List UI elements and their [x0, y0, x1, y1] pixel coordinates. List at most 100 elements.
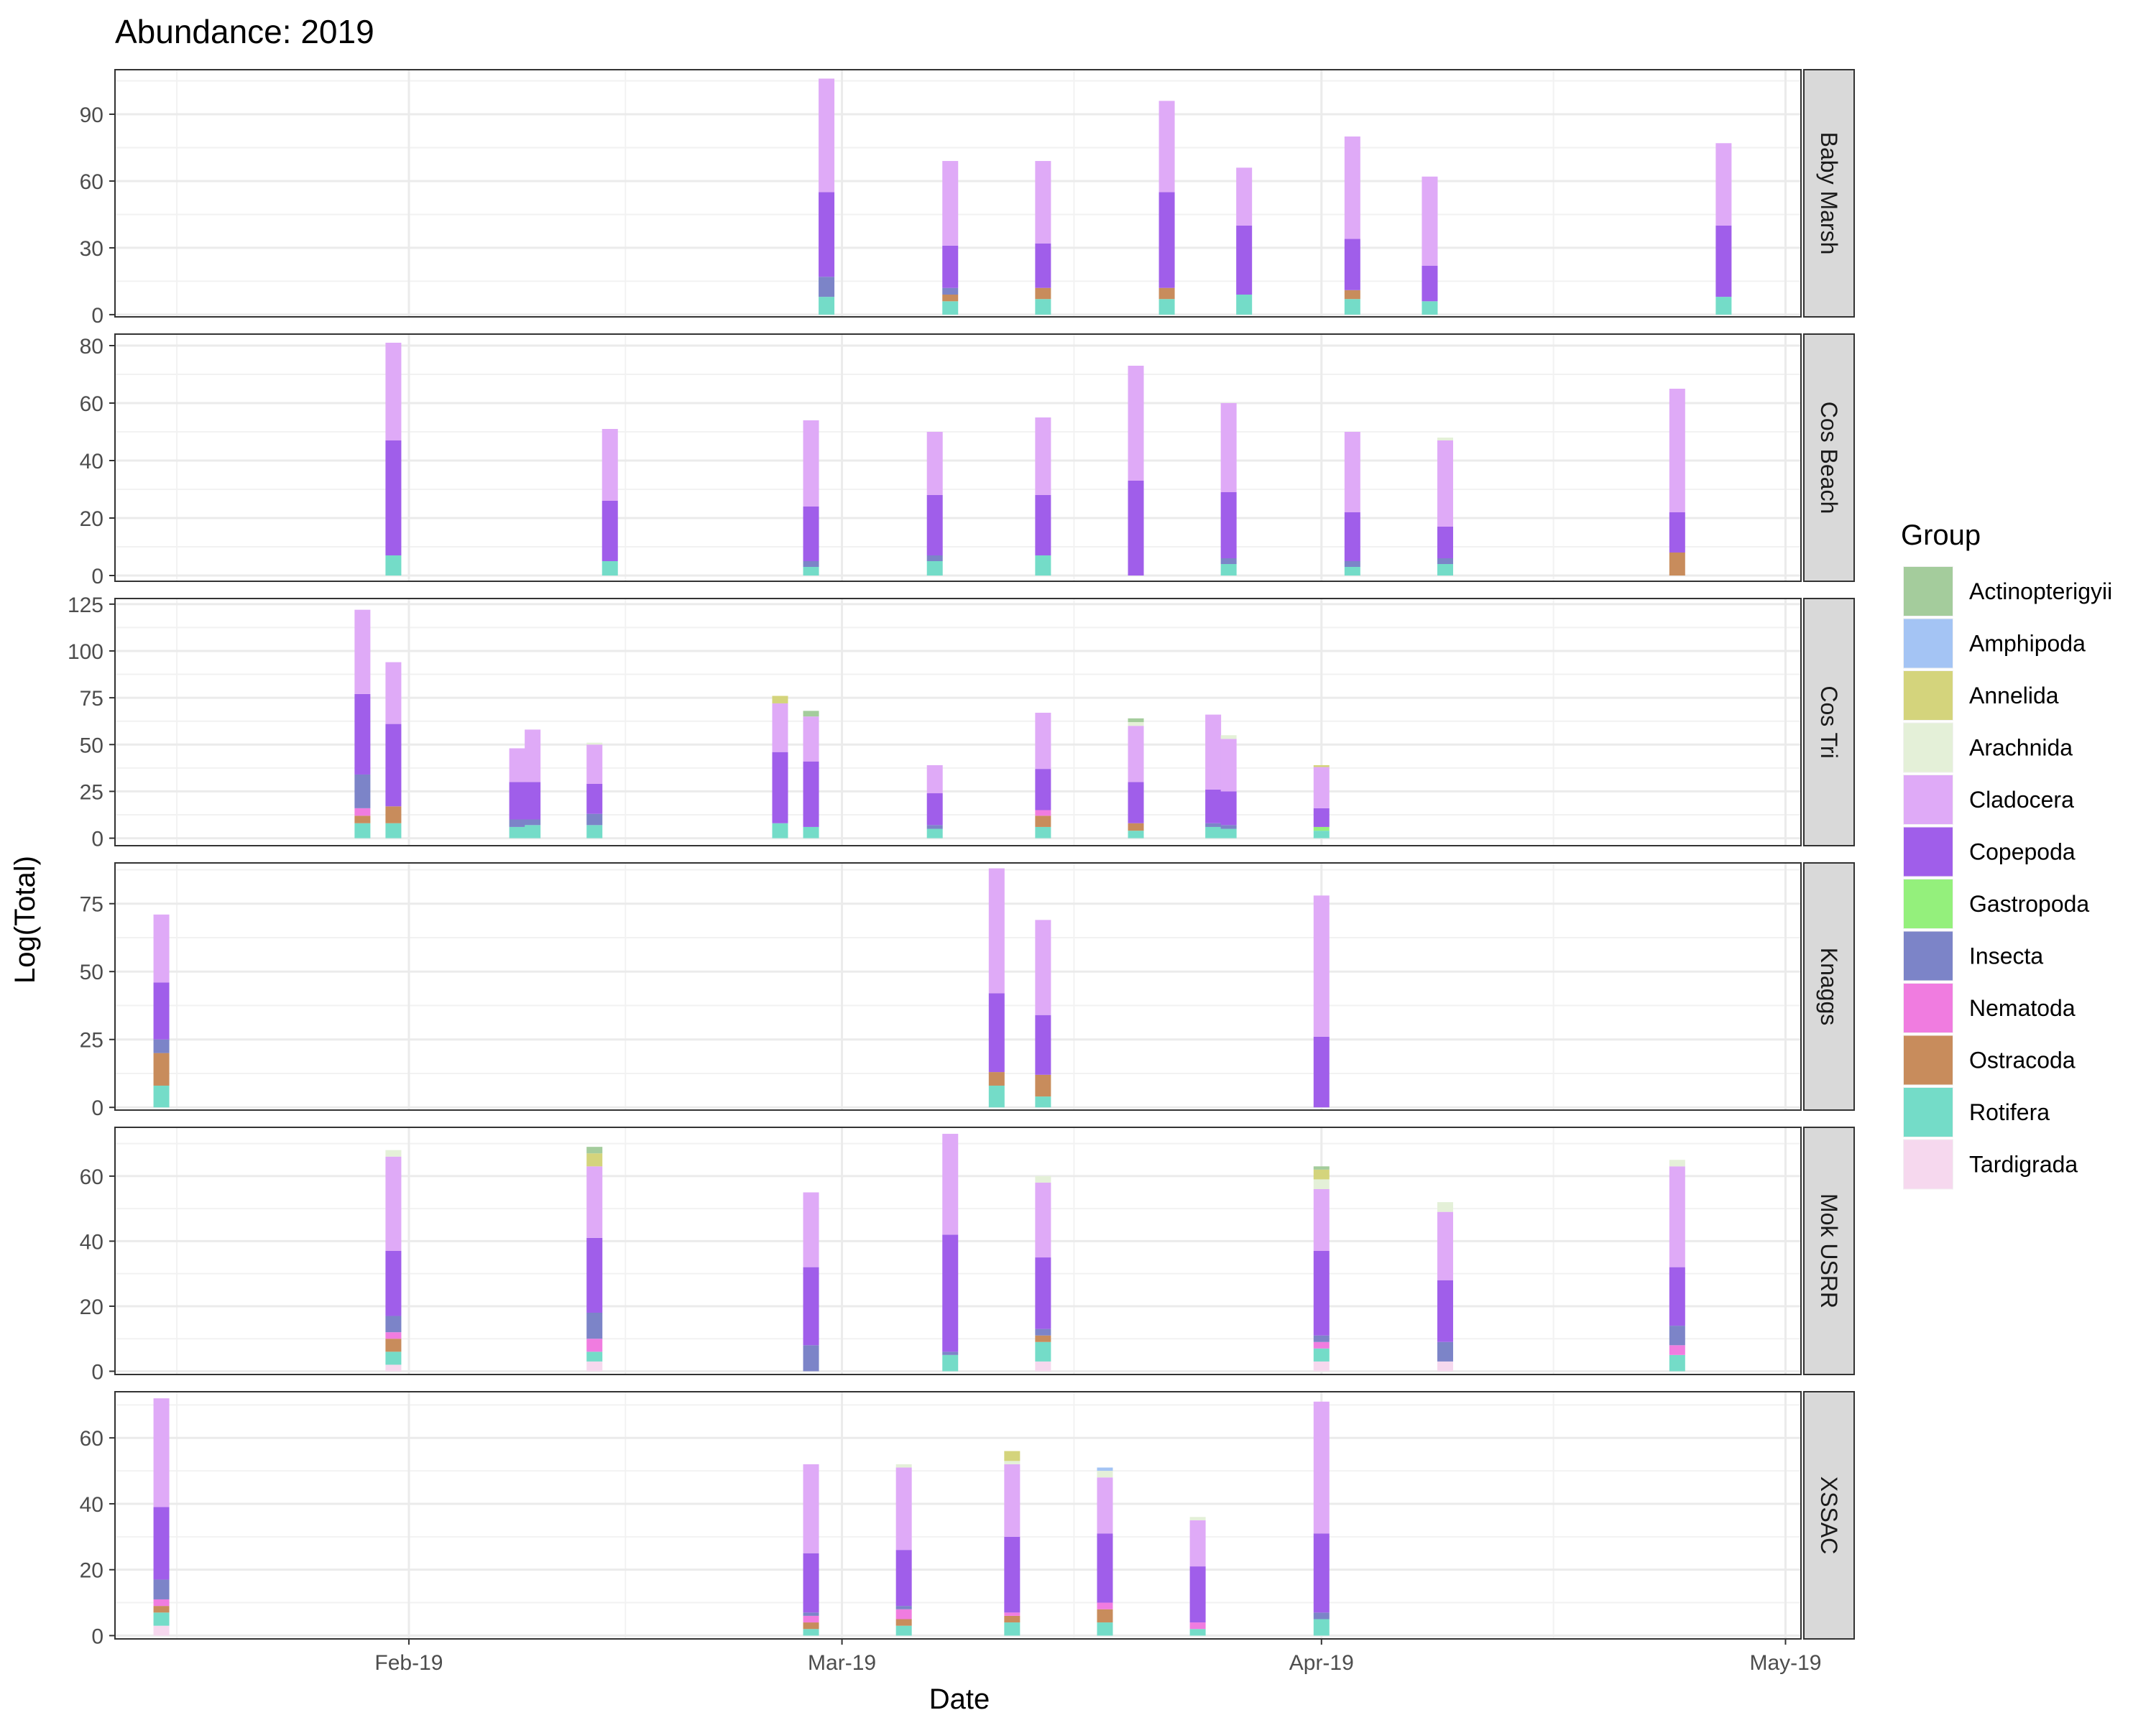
bar-segment-arachnida	[1437, 438, 1453, 440]
legend-item-cladocera: Cladocera	[1903, 775, 2074, 825]
y-tick-label: 100	[68, 640, 103, 664]
x-tick-label: Mar-19	[808, 1651, 876, 1675]
bar-segment-rotifera	[1004, 1622, 1021, 1636]
bar-segment-cladocera	[1128, 366, 1144, 481]
bar-segment-cladocera	[354, 609, 371, 694]
bar-segment-rotifera	[1715, 297, 1732, 315]
bar-segment-insecta	[586, 813, 603, 826]
bar-segment-ostracoda	[803, 1622, 819, 1630]
bar-segment-cladocera	[1344, 432, 1360, 512]
panel-border	[114, 598, 1802, 846]
bar-segment-insecta	[819, 277, 835, 297]
bar-segment-copepoda	[803, 507, 819, 561]
bar-segment-cladocera	[1128, 726, 1144, 782]
bar-segment-rotifera	[926, 561, 943, 576]
panel-border	[114, 1391, 1802, 1640]
facet-strip-label: Cos Tri	[1816, 685, 1842, 758]
bar-segment-rotifera	[942, 1354, 959, 1372]
bar-segment-arachnida	[1004, 1461, 1021, 1464]
facet-strip	[1803, 862, 1855, 1111]
bar-segment-insecta	[525, 819, 541, 826]
y-tick-label: 40	[80, 450, 103, 473]
bar-segment-rotifera	[385, 555, 402, 576]
bar-segment-insecta	[1220, 558, 1237, 564]
bar-segment-insecta	[354, 774, 371, 808]
bar-segment-rotifera	[1437, 564, 1453, 576]
legend-swatch	[1904, 984, 1953, 1032]
bar-segment-insecta	[803, 1345, 819, 1372]
bar-segment-copepoda	[153, 1507, 170, 1580]
bar-segment-annelida	[772, 696, 788, 703]
y-tick-label: 125	[68, 593, 103, 617]
bar-segment-cladocera	[895, 1467, 912, 1551]
y-tick-label: 20	[80, 1559, 103, 1583]
bar-segment-cladocera	[153, 914, 170, 983]
bar-segment-copepoda	[803, 761, 819, 827]
bar-segment-cladocera	[1097, 1477, 1113, 1534]
bar-segment-rotifera	[1344, 567, 1360, 576]
bar-segment-cladocera	[1035, 161, 1051, 244]
bar-segment-copepoda	[385, 440, 402, 555]
bar-segment-copepoda	[1313, 1251, 1330, 1336]
bar-segment-cladocera	[1313, 1401, 1330, 1534]
bar-segment-cladocera	[803, 716, 819, 762]
bar-segment-cladocera	[1220, 403, 1237, 492]
panel-border	[114, 1127, 1802, 1375]
bar-segment-copepoda	[942, 1234, 959, 1352]
bar-segment-cladocera	[1189, 1520, 1206, 1567]
legend-label: Tardigrada	[1969, 1152, 2078, 1178]
legend-swatch	[1904, 931, 1953, 981]
bar-segment-copepoda	[1158, 192, 1175, 288]
legend-label: Annelida	[1969, 683, 2059, 708]
bar-segment-cladocera	[1313, 895, 1330, 1037]
facet-strip	[1803, 598, 1855, 846]
bar-segment-ostracoda	[153, 1053, 170, 1086]
bar-segment-nematoda	[354, 808, 371, 816]
legend-item-gastropoda: Gastropoda	[1903, 879, 2089, 929]
bar-segment-rotifera	[895, 1625, 912, 1636]
bar-segment-rotifera	[509, 826, 525, 838]
bar-segment-arachnida	[1669, 1160, 1685, 1167]
bar-segment-rotifera	[1158, 299, 1175, 315]
chart-title: Abundance: 2019	[115, 13, 374, 50]
bar-segment-rotifera	[942, 301, 959, 315]
legend-swatch	[1904, 619, 1953, 668]
bar-segment-rotifera	[586, 825, 603, 838]
bar-segment-ostracoda	[1669, 553, 1685, 576]
bar-segment-actinopterigyii	[586, 1147, 603, 1154]
bar-segment-copepoda	[1097, 1533, 1113, 1603]
bar-segment-cladocera	[385, 662, 402, 724]
bar-segment-cladocera	[1205, 714, 1222, 790]
bar-segment-copepoda	[602, 501, 618, 561]
bar-segment-arachnida	[1128, 722, 1144, 726]
bar-segment-tardigrada	[586, 1361, 603, 1372]
bar-segment-cladocera	[1669, 1166, 1685, 1267]
bar-segment-ostracoda	[385, 1339, 402, 1352]
bar-segment-cladocera	[525, 729, 541, 782]
bar-segment-rotifera	[803, 1629, 819, 1636]
bar-segment-copepoda	[1313, 1533, 1330, 1613]
bar-segment-rotifera	[354, 823, 371, 838]
bar-segment-rotifera	[819, 297, 835, 315]
facet-strip-label: Baby Marsh	[1816, 132, 1842, 255]
bar-segment-ostracoda	[1004, 1615, 1021, 1623]
x-tick-label: Feb-19	[374, 1651, 443, 1675]
bar-segment-insecta	[942, 1352, 959, 1355]
legend-swatch	[1904, 879, 1953, 928]
bar-segment-rotifera	[803, 567, 819, 576]
legend-item-amphipoda: Amphipoda	[1903, 618, 2086, 669]
bar-segment-copepoda	[1669, 512, 1685, 553]
bar-segment-ostracoda	[1035, 1335, 1051, 1342]
bar-segment-copepoda	[1035, 769, 1051, 810]
y-tick-label: 0	[91, 304, 103, 328]
bar-segment-arachnida	[1437, 1202, 1453, 1212]
bar-segment-copepoda	[1236, 225, 1253, 295]
bar-segment-cladocera	[1035, 417, 1051, 495]
bar-segment-copepoda	[803, 1267, 819, 1346]
y-tick-label: 0	[91, 828, 103, 851]
bar-segment-ostracoda	[942, 295, 959, 302]
bar-segment-nematoda	[1313, 1341, 1330, 1349]
bar-segment-rotifera	[1220, 828, 1237, 838]
legend-swatch	[1904, 671, 1953, 720]
